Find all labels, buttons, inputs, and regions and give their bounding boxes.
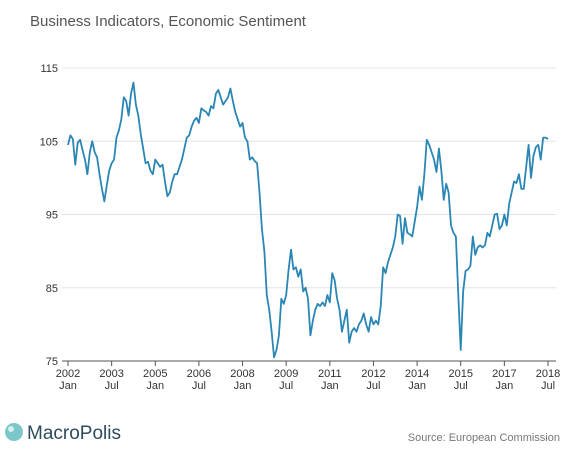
x-tick-label: 2014 Jan — [404, 368, 430, 392]
x-tick-label: 2003 Jul — [99, 368, 124, 392]
x-tick-label: 2015 Jul — [448, 368, 473, 392]
y-tick-label: 105 — [40, 136, 58, 148]
y-tick-label: 95 — [46, 210, 58, 222]
x-tick-label: 2012 Jul — [361, 368, 386, 392]
logo-icon — [5, 423, 23, 441]
x-tick-label: 2006 Jul — [186, 368, 212, 392]
source: Source: European Commission — [408, 432, 560, 444]
x-tick-label: 2018 Jul — [535, 368, 561, 392]
y-tick-label: 115 — [40, 63, 58, 75]
series-line — [67, 81, 549, 359]
logo-icon-dot — [8, 426, 14, 432]
x-tick-label: 2009 Jul — [273, 368, 299, 392]
x-tick-label: 2017 Jan — [492, 368, 517, 392]
x-tick-label: 2002 Jan — [55, 368, 81, 392]
y-tick-label: 75 — [46, 356, 58, 368]
y-tick-label: 85 — [46, 283, 58, 295]
chart-title: Business Indicators, Economic Sentiment — [30, 13, 307, 30]
x-tick-label: 2005 Jan — [143, 368, 168, 392]
brand-logo — [5, 423, 23, 441]
brand: MacroPolis — [27, 423, 121, 444]
x-tick-label: 2011 Jan — [317, 368, 342, 392]
x-tick-label: 2008 Jan — [230, 368, 255, 392]
